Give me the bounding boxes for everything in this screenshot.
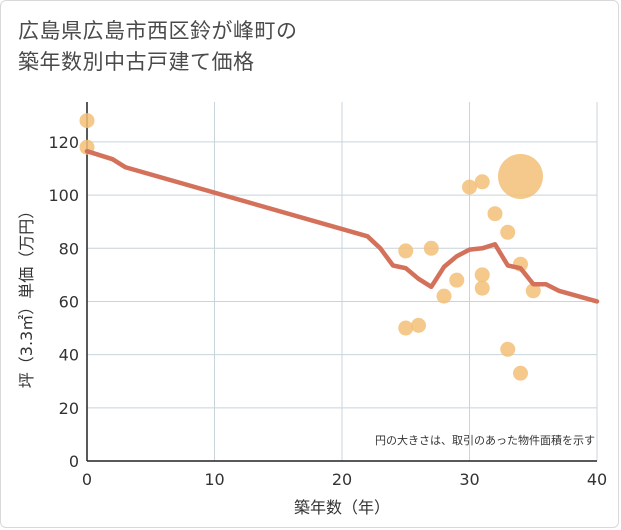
y-tick-labels: 0 20 40 60 80 100 120: [48, 133, 79, 471]
trend-series: [84, 148, 600, 304]
bubble-point: [449, 272, 465, 288]
trend-line: [84, 148, 600, 304]
bubble-point: [398, 320, 414, 336]
bubble-size-note: 円の大きさは、取引のあった物件面積を示す: [375, 433, 595, 447]
x-tick-labels: 0 10 20 30 40: [82, 470, 607, 489]
bubble-point: [411, 317, 426, 333]
x-axis-label: 築年数（年）: [294, 498, 390, 517]
y-tick-label: 40: [59, 346, 79, 365]
y-tick-label: 20: [59, 399, 79, 418]
y-tick-label: 60: [59, 292, 79, 311]
bubble-series: [79, 113, 543, 381]
grid-lines: [87, 102, 598, 461]
bubble-point: [500, 341, 516, 357]
x-tick-label: 40: [587, 470, 607, 489]
bubble-point: [79, 113, 95, 129]
x-tick-label: 0: [82, 470, 92, 489]
x-tick-label: 20: [332, 470, 352, 489]
bubble-point: [423, 240, 439, 256]
y-tick-label: 120: [48, 133, 79, 152]
y-axis-label: 坪（3.3㎡）単価（万円）: [17, 203, 36, 388]
x-tick-label: 10: [204, 470, 224, 489]
chart-title: 広島県広島市西区鈴が峰町の 築年数別中古戸建て価格: [18, 16, 298, 78]
x-tick-label: 30: [459, 470, 479, 489]
bubble-point: [498, 153, 543, 199]
chart-title-line-2: 築年数別中古戸建て価格: [18, 50, 255, 74]
bubble-point: [525, 283, 541, 299]
y-tick-label: 100: [48, 186, 79, 205]
bubble-point: [474, 174, 490, 190]
bubble-point: [487, 206, 503, 222]
bubble-point: [500, 224, 516, 240]
bubble-point: [474, 267, 490, 283]
y-tick-label: 80: [59, 239, 79, 258]
y-tick-label: 0: [69, 452, 79, 471]
bubble-point: [474, 280, 490, 296]
bubble-point: [513, 365, 528, 381]
bubble-point: [436, 288, 452, 304]
bubble-point: [462, 179, 477, 195]
chart-title-line-1: 広島県広島市西区鈴が峰町の: [18, 19, 298, 43]
axes: [86, 102, 597, 462]
bubble-point: [398, 243, 414, 259]
